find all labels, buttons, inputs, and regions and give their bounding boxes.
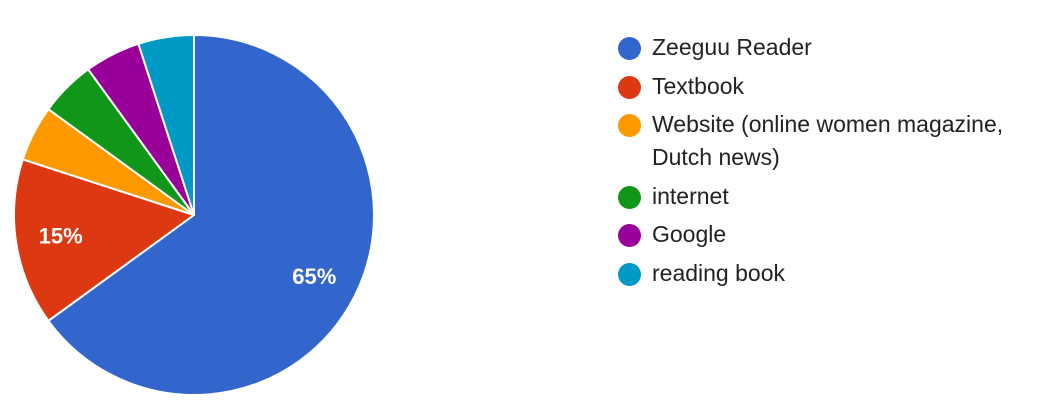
pie-slice-zeeguu-reader [47,34,375,396]
legend-item: internet [618,180,1038,213]
slice-data-label: 65% [292,264,336,289]
legend-swatch [618,37,641,60]
legend-item: reading book [618,257,1038,290]
pie-slice-reading-book [137,34,195,216]
legend-label: Website (online women magazine, Dutch ne… [652,111,1004,170]
legend-label: Google [652,221,727,247]
legend-swatch [618,75,641,99]
slice-data-label: 15% [39,224,83,249]
legend-label: internet [652,182,729,209]
legend-label: reading book [652,259,785,286]
legend-swatch [618,114,641,137]
legend-label: Textbook [652,72,745,99]
legend-label: Zeeguu Reader [652,34,812,60]
legend-item: Textbook [618,70,1038,103]
pie-plot-area: 65% 15% [13,34,375,396]
pie-slice-textbook [13,158,195,322]
legend-item: Website (online women magazine, Dutch ne… [618,108,1038,174]
legend-item: Zeeguu Reader [618,31,1038,64]
legend: Zeeguu Reader Textbook Website (online wom… [618,31,1038,295]
legend-swatch [618,262,641,286]
legend-swatch [618,224,641,247]
legend-item: Google [618,218,1038,251]
legend-swatch [618,185,641,209]
